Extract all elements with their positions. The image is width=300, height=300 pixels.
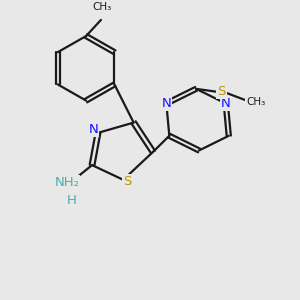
Text: CH₃: CH₃ [246, 97, 265, 107]
Text: N: N [89, 123, 98, 136]
Text: N: N [221, 97, 231, 110]
Text: S: S [123, 175, 131, 188]
Text: H: H [66, 194, 76, 207]
Text: NH₂: NH₂ [54, 176, 79, 189]
Text: CH₃: CH₃ [93, 2, 112, 12]
Text: S: S [217, 85, 226, 98]
Text: N: N [161, 97, 171, 110]
